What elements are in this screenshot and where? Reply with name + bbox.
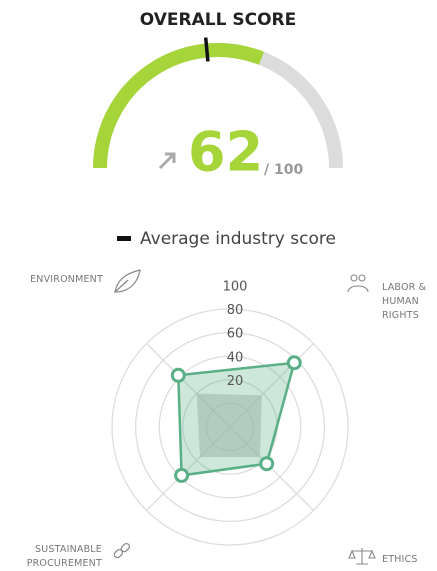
tick-label: 20 xyxy=(227,374,244,389)
tick-label: 60 xyxy=(227,327,244,342)
axis-label: ETHICS xyxy=(382,554,418,565)
radar: 20 40 60 80 100 xyxy=(111,280,349,546)
radar-area xyxy=(196,393,262,458)
average-marker xyxy=(203,37,210,62)
score-max: / 100 xyxy=(264,162,303,178)
tick-label: 100 xyxy=(223,280,248,295)
score-value: 62 xyxy=(188,121,263,184)
title: OVERALL SCORE xyxy=(140,10,296,30)
labor-icon xyxy=(347,274,369,293)
procurement-icon xyxy=(113,542,131,559)
ethics-icon xyxy=(348,548,376,565)
grid-ring xyxy=(134,331,326,523)
grid-ring xyxy=(111,308,349,546)
gauge-value xyxy=(93,43,265,169)
grid-ring xyxy=(158,355,302,499)
radar-point xyxy=(174,467,190,483)
radar-point xyxy=(286,355,302,371)
axis-label: LABOR & HUMAN RIGHTS xyxy=(382,282,427,321)
tick-label: 80 xyxy=(227,303,244,318)
axis-label: SUSTAINABLE PROCUREMENT xyxy=(26,544,102,569)
gauge xyxy=(93,37,343,169)
trend-arrow xyxy=(158,152,176,170)
legend-label: Average industry score xyxy=(140,229,336,249)
radar-point xyxy=(170,367,186,383)
axis-label: ENVIRONMENT xyxy=(30,274,103,285)
tick-label: 40 xyxy=(227,350,244,365)
environment-icon xyxy=(114,269,141,293)
radar-point xyxy=(259,456,275,472)
legend-marker xyxy=(117,236,131,241)
